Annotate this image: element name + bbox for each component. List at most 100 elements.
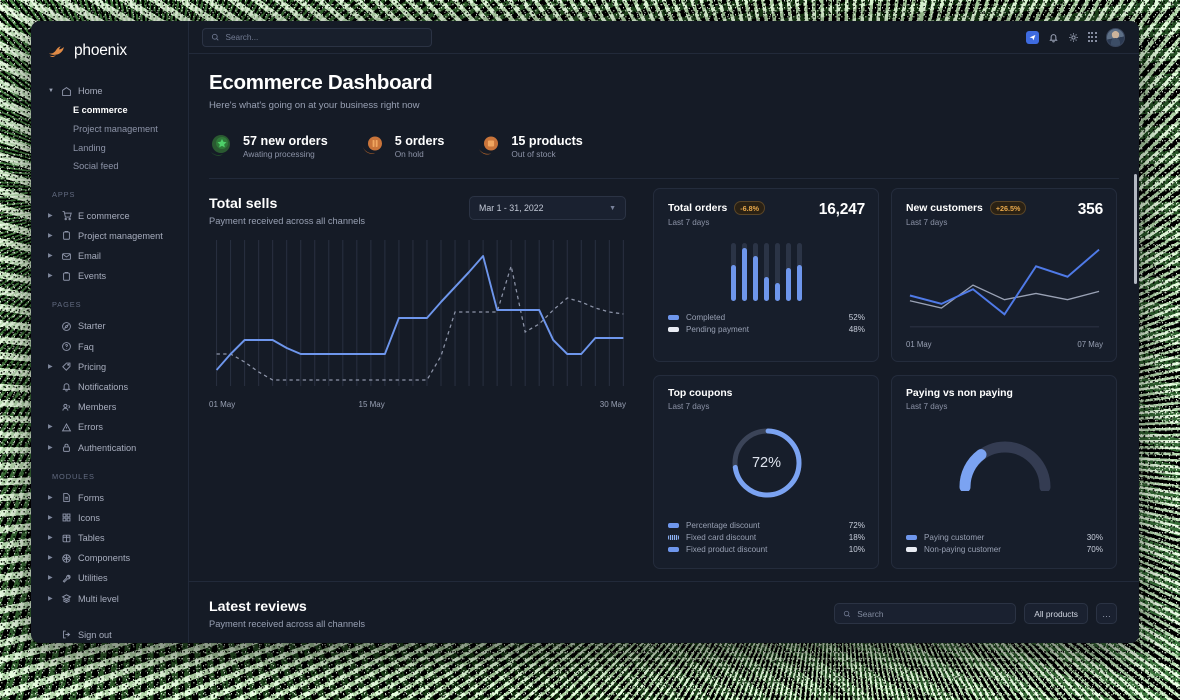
total-sells-panel: Total sells Payment received across all … — [189, 179, 648, 569]
chevron-right-icon: ▶ — [48, 575, 53, 582]
legend-label: Fixed product discount — [686, 545, 768, 555]
sidebar-item-components[interactable]: ▶ Components — [31, 548, 188, 568]
card-legend: Paying customer 30% Non-paying customer … — [906, 531, 1103, 555]
sidebar-subitem-ecommerce[interactable]: E commerce — [73, 105, 128, 116]
card-legend: Percentage discount 72% Fixed card disco… — [668, 519, 865, 556]
card-period: Last 7 days — [906, 218, 948, 228]
sidebar-label: Components — [78, 553, 131, 564]
sidebar-item-apps-email[interactable]: ▶ Email — [31, 246, 188, 266]
reviews-subtitle: Payment received across all channels — [209, 618, 366, 629]
sidebar-item-authentication[interactable]: ▶ Authentication — [31, 437, 188, 457]
card-title: Paying vs non paying — [906, 388, 1103, 399]
sidebar-item-notifications[interactable]: Notifications — [31, 377, 188, 397]
sidebar-item-pricing[interactable]: ▶ Pricing — [31, 357, 188, 377]
chevron-right-icon: ▶ — [48, 232, 53, 239]
sidebar: phoenix ▼ Home E commerce Project manage… — [31, 21, 189, 643]
card-value: 356 — [1077, 201, 1103, 218]
card-top-coupons: Top coupons Last 7 days 72% — [653, 375, 879, 569]
card-title: Top coupons — [668, 388, 865, 399]
total-sells-title: Total sells — [209, 196, 278, 212]
sidebar-label: Email — [78, 251, 101, 262]
scroll-area: Ecommerce Dashboard Here's what's going … — [189, 54, 1139, 643]
chevron-right-icon: ▶ — [48, 535, 53, 542]
sidebar-item-home[interactable]: ▼ Home — [31, 81, 188, 101]
chevron-down-icon: ▼ — [609, 204, 616, 212]
legend-item: Fixed card discount 18% — [668, 531, 865, 543]
chevron-right-icon: ▶ — [48, 595, 53, 602]
sidebar-label: Faq — [78, 341, 94, 352]
avatar[interactable] — [1106, 27, 1125, 47]
sidebar-item-multi-level[interactable]: ▶ Multi level — [31, 589, 188, 609]
reviews-header: Latest reviews Payment received across a… — [209, 599, 1117, 629]
wrench-icon — [61, 573, 72, 584]
bar — [731, 243, 736, 302]
chevron-right-icon: ▶ — [48, 424, 53, 431]
metric-cards: Total orders -6.8% Last 7 days 16,247 — [648, 179, 1139, 569]
chevron-right-icon: ▶ — [48, 253, 53, 260]
sidebar-section-apps: APPS — [52, 189, 76, 199]
sidebar-item-sign-out[interactable]: Sign out — [31, 625, 188, 643]
axis-tick-end: 30 May — [599, 400, 626, 409]
legend-item: Percentage discount 72% — [668, 519, 865, 531]
card-period: Last 7 days — [668, 218, 710, 228]
sidebar-item-apps-ecommerce[interactable]: ▶ E commerce — [31, 206, 188, 226]
sidebar-item-apps-events[interactable]: ▶ Events — [31, 266, 188, 286]
apps-grid-icon[interactable] — [1087, 32, 1097, 42]
total-sells-header: Total sells Payment received across all … — [209, 196, 626, 226]
reviews-search-input[interactable]: Search — [834, 603, 1017, 625]
sidebar-section-modules: MODULES — [52, 471, 95, 481]
reviews-more-button[interactable]: … — [1096, 603, 1117, 625]
chevron-right-icon: ▶ — [48, 273, 53, 280]
stat-caption: On hold — [394, 148, 424, 159]
hero-stats: 57 new orders Awating processing — [209, 133, 1119, 159]
reviews-search-placeholder: Search — [857, 608, 884, 619]
sidebar-item-utilities[interactable]: ▶ Utilities — [31, 568, 188, 588]
stat-on-hold: 5 orders On hold — [361, 133, 444, 159]
legend-swatch — [668, 314, 679, 320]
legend-value: 70% — [1086, 544, 1103, 554]
search-icon — [211, 33, 219, 41]
scrollbar-thumb[interactable] — [1134, 174, 1137, 284]
sidebar-label: Pricing — [78, 361, 107, 372]
legend-label: Pending payment — [686, 324, 749, 334]
stat-out-of-stock: 15 products Out of stock — [477, 133, 583, 159]
warning-triangle-icon — [61, 422, 72, 433]
sidebar-subitem-project-management[interactable]: Project management — [73, 124, 158, 135]
axis-tick-start: 01 May — [209, 400, 236, 409]
sidebar-label: Authentication — [78, 442, 137, 453]
stat-caption: Awating processing — [243, 148, 315, 159]
legend-item: Completed 52% — [668, 311, 865, 323]
sidebar-item-apps-project-management[interactable]: ▶ Project management — [31, 226, 188, 246]
send-icon[interactable] — [1025, 30, 1039, 44]
search-input[interactable]: Search... — [202, 27, 432, 47]
all-products-button[interactable]: All products — [1024, 603, 1088, 625]
legend-swatch — [668, 522, 679, 528]
sidebar-item-starter[interactable]: Starter — [31, 316, 188, 336]
date-range-select[interactable]: Mar 1 - 31, 2022 ▼ — [469, 196, 626, 220]
bell-icon[interactable] — [1048, 32, 1059, 43]
gear-icon[interactable] — [1068, 32, 1079, 43]
clipboard-icon — [61, 230, 72, 241]
sidebar-item-forms[interactable]: ▶ Forms — [31, 488, 188, 508]
cart-icon — [61, 210, 72, 221]
orange-box-badge-icon — [477, 133, 503, 159]
brand-logo[interactable]: phoenix — [31, 21, 188, 65]
sidebar-item-tables[interactable]: ▶ Tables — [31, 528, 188, 548]
reviews-divider — [189, 580, 1139, 582]
sidebar-label: Forms — [78, 492, 105, 503]
users-icon — [61, 402, 72, 413]
sidebar-item-errors[interactable]: ▶ Errors — [31, 417, 188, 437]
sidebar-item-faq[interactable]: Faq — [31, 337, 188, 357]
metric-cards-row-2: Top coupons Last 7 days 72% — [653, 375, 1117, 569]
sidebar-subitem-landing[interactable]: Landing — [73, 142, 106, 153]
legend-swatch — [906, 534, 917, 540]
top-coupons-donut: 72% — [668, 417, 865, 509]
paying-gauge — [906, 417, 1103, 509]
donut-svg — [732, 428, 801, 498]
sidebar-subitem-social-feed[interactable]: Social feed — [73, 161, 119, 172]
hero: Ecommerce Dashboard Here's what's going … — [189, 54, 1139, 159]
total-sells-svg — [215, 240, 624, 386]
sidebar-item-icons[interactable]: ▶ Icons — [31, 508, 188, 528]
sidebar-item-members[interactable]: Members — [31, 397, 188, 417]
layers-icon — [61, 593, 72, 604]
